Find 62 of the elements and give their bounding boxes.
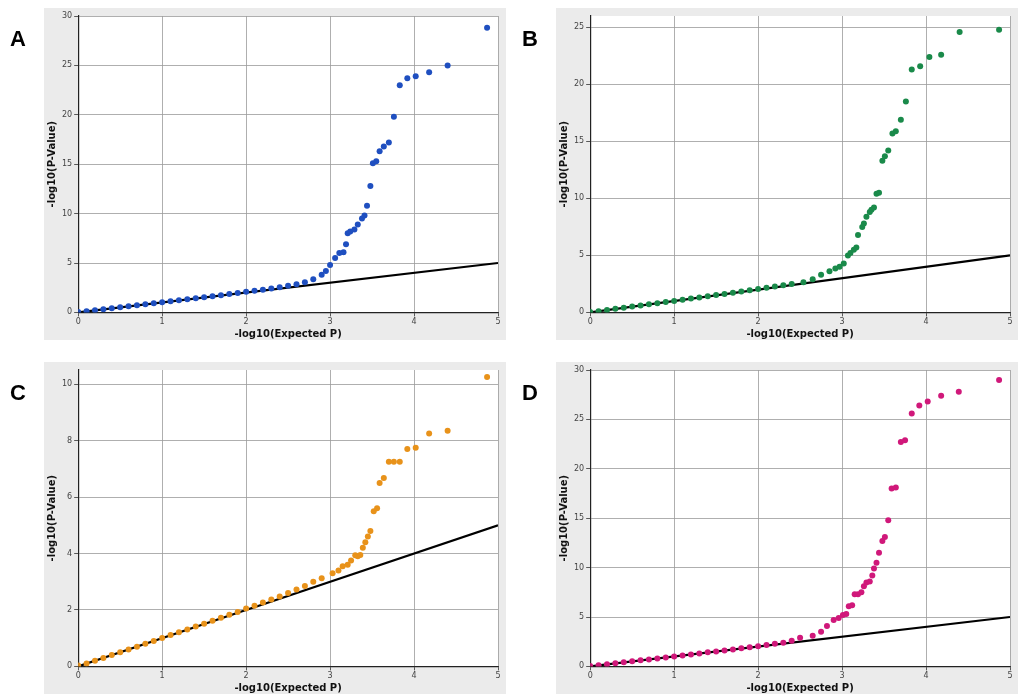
x-tick-label: 5	[1007, 317, 1013, 327]
x-tick-label: 0	[75, 317, 81, 327]
x-tick-label: 3	[839, 671, 845, 681]
y-tick-label: 4	[67, 548, 73, 558]
y-tick-label: 0	[67, 661, 73, 671]
x-tick-label: 1	[671, 317, 677, 327]
x-tick-label: 4	[411, 317, 417, 327]
x-tick-label: 4	[923, 671, 929, 681]
x-tick-label: 2	[243, 671, 249, 681]
x-axis-title: -log10(Expected P)	[746, 327, 854, 339]
y-tick-label: 25	[573, 22, 585, 32]
x-tick-label: 1	[159, 317, 165, 327]
y-tick-label: 10	[61, 208, 73, 218]
x-tick-label: 4	[923, 317, 929, 327]
x-tick-label: 0	[75, 671, 81, 681]
y-tick-label: 25	[61, 60, 73, 70]
y-tick-label: 0	[579, 661, 585, 671]
x-tick-label: 3	[839, 317, 845, 327]
x-tick-label: 5	[495, 671, 501, 681]
x-tick-label: 5	[495, 317, 501, 327]
x-tick-label: 0	[587, 671, 593, 681]
y-tick-label: 20	[61, 109, 73, 119]
x-axis-title: -log10(Expected P)	[234, 681, 342, 693]
y-tick-label: 15	[573, 136, 585, 146]
x-axis-title: -log10(Expected P)	[746, 681, 854, 693]
y-tick-label: 20	[573, 463, 585, 473]
x-tick-label: 0	[587, 317, 593, 327]
y-tick-label: 10	[573, 193, 585, 203]
x-tick-label: 2	[755, 317, 761, 327]
y-axis-title: -log10(P-Value)	[557, 120, 569, 208]
y-tick-label: 6	[67, 492, 73, 502]
y-tick-label: 30	[573, 365, 585, 375]
y-tick-label: 15	[61, 159, 73, 169]
y-tick-label: 5	[579, 612, 585, 622]
y-tick-label: 20	[573, 79, 585, 89]
y-axis-title: -log10(P-Value)	[557, 474, 569, 562]
x-tick-label: 3	[327, 317, 333, 327]
text: D	[521, 379, 539, 406]
y-axis-title: -log10(P-Value)	[45, 474, 57, 562]
y-tick-label: 5	[67, 258, 73, 268]
y-tick-label: 10	[61, 379, 73, 389]
x-tick-label: 2	[243, 317, 249, 327]
y-tick-label: 8	[67, 435, 73, 445]
y-tick-label: 2	[67, 605, 73, 615]
text: C	[9, 379, 27, 406]
x-tick-label: 4	[411, 671, 417, 681]
y-tick-label: 0	[579, 307, 585, 317]
text: A	[9, 25, 27, 52]
y-tick-label: 15	[573, 513, 585, 523]
y-tick-label: 5	[579, 250, 585, 260]
x-axis-title: -log10(Expected P)	[234, 327, 342, 339]
y-tick-label: 30	[61, 11, 73, 21]
x-tick-label: 1	[159, 671, 165, 681]
x-tick-label: 1	[671, 671, 677, 681]
y-tick-label: 0	[67, 307, 73, 317]
x-tick-label: 2	[755, 671, 761, 681]
x-tick-label: 5	[1007, 671, 1013, 681]
y-axis-title: -log10(P-Value)	[45, 120, 57, 208]
x-tick-label: 3	[327, 671, 333, 681]
text: B	[521, 25, 539, 52]
y-tick-label: 10	[573, 562, 585, 572]
y-tick-label: 25	[573, 414, 585, 424]
